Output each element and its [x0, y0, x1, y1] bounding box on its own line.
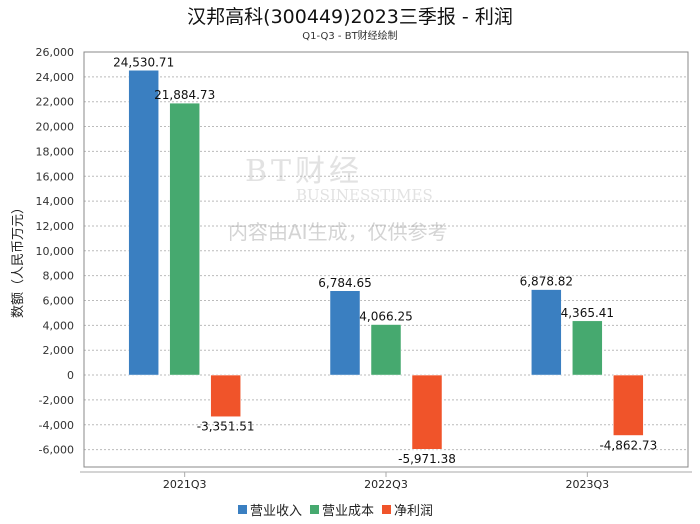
legend-label: 净利润	[394, 504, 433, 519]
y-tick-label: 20,000	[36, 121, 75, 134]
x-tick-label: 2022Q3	[364, 478, 408, 491]
bar-净利润	[210, 374, 241, 417]
bar-净利润	[411, 374, 443, 450]
y-tick-label: -6,000	[39, 444, 74, 457]
legend-swatch-营业成本	[310, 505, 319, 514]
bar-净利润	[613, 374, 644, 436]
y-tick-label: 2,000	[43, 344, 75, 357]
y-tick-label: 16,000	[36, 170, 75, 183]
data-label: -3,351.51	[197, 420, 255, 434]
x-tick-label: 2023Q3	[566, 478, 610, 491]
plot-border	[83, 51, 689, 468]
chart-subtitle: Q1-Q3 - BT财经绘制	[302, 31, 398, 42]
y-tick-label: 26,000	[36, 46, 75, 59]
data-label: 4,365.41	[561, 306, 614, 320]
y-tick-label: 8,000	[43, 270, 75, 283]
y-tick-label: 22,000	[36, 96, 75, 109]
data-label: 24,530.71	[113, 55, 174, 69]
y-axis-label: 数额（人民币万元）	[11, 201, 26, 318]
legend-swatch-净利润	[382, 505, 391, 514]
bar-营业收入	[531, 289, 562, 376]
data-label: -4,862.73	[599, 438, 657, 452]
y-tick-label: 14,000	[36, 195, 75, 208]
y-tick-label: 6,000	[43, 295, 75, 308]
legend-swatch-营业收入	[238, 505, 247, 514]
legend-label: 营业成本	[322, 504, 374, 519]
watermark-notice: 内容由AI生成，仅供参考	[228, 220, 448, 244]
bar-营业成本	[572, 320, 603, 376]
legend-label: 营业收入	[250, 504, 302, 519]
data-label: 6,784.65	[318, 276, 371, 290]
x-tick-label: 2021Q3	[163, 478, 207, 491]
y-tick-label: 24,000	[36, 71, 75, 84]
y-tick-label: 10,000	[36, 245, 75, 258]
bar-营业成本	[169, 102, 200, 376]
data-label: 6,878.82	[520, 275, 573, 289]
bar-营业成本	[370, 324, 402, 376]
data-label: 21,884.73	[154, 88, 215, 102]
y-tick-label: -2,000	[39, 394, 74, 407]
y-tick-label: 18,000	[36, 145, 75, 158]
y-tick-label: 4,000	[43, 319, 75, 332]
y-tick-label: 0	[67, 369, 74, 382]
watermark-logo: BT财经	[245, 154, 364, 189]
data-label: -5,971.38	[398, 452, 456, 466]
bar-营业收入	[329, 290, 361, 376]
y-tick-label: 12,000	[36, 220, 75, 233]
y-tick-label: -4,000	[39, 419, 74, 432]
watermark-logo-sub: BUSINESSTIMES	[296, 186, 433, 204]
chart-title: 汉邦高科(300449)2023三季报 - 利润	[187, 6, 513, 28]
bar-营业收入	[128, 70, 159, 376]
data-label: 4,066.25	[359, 310, 412, 324]
